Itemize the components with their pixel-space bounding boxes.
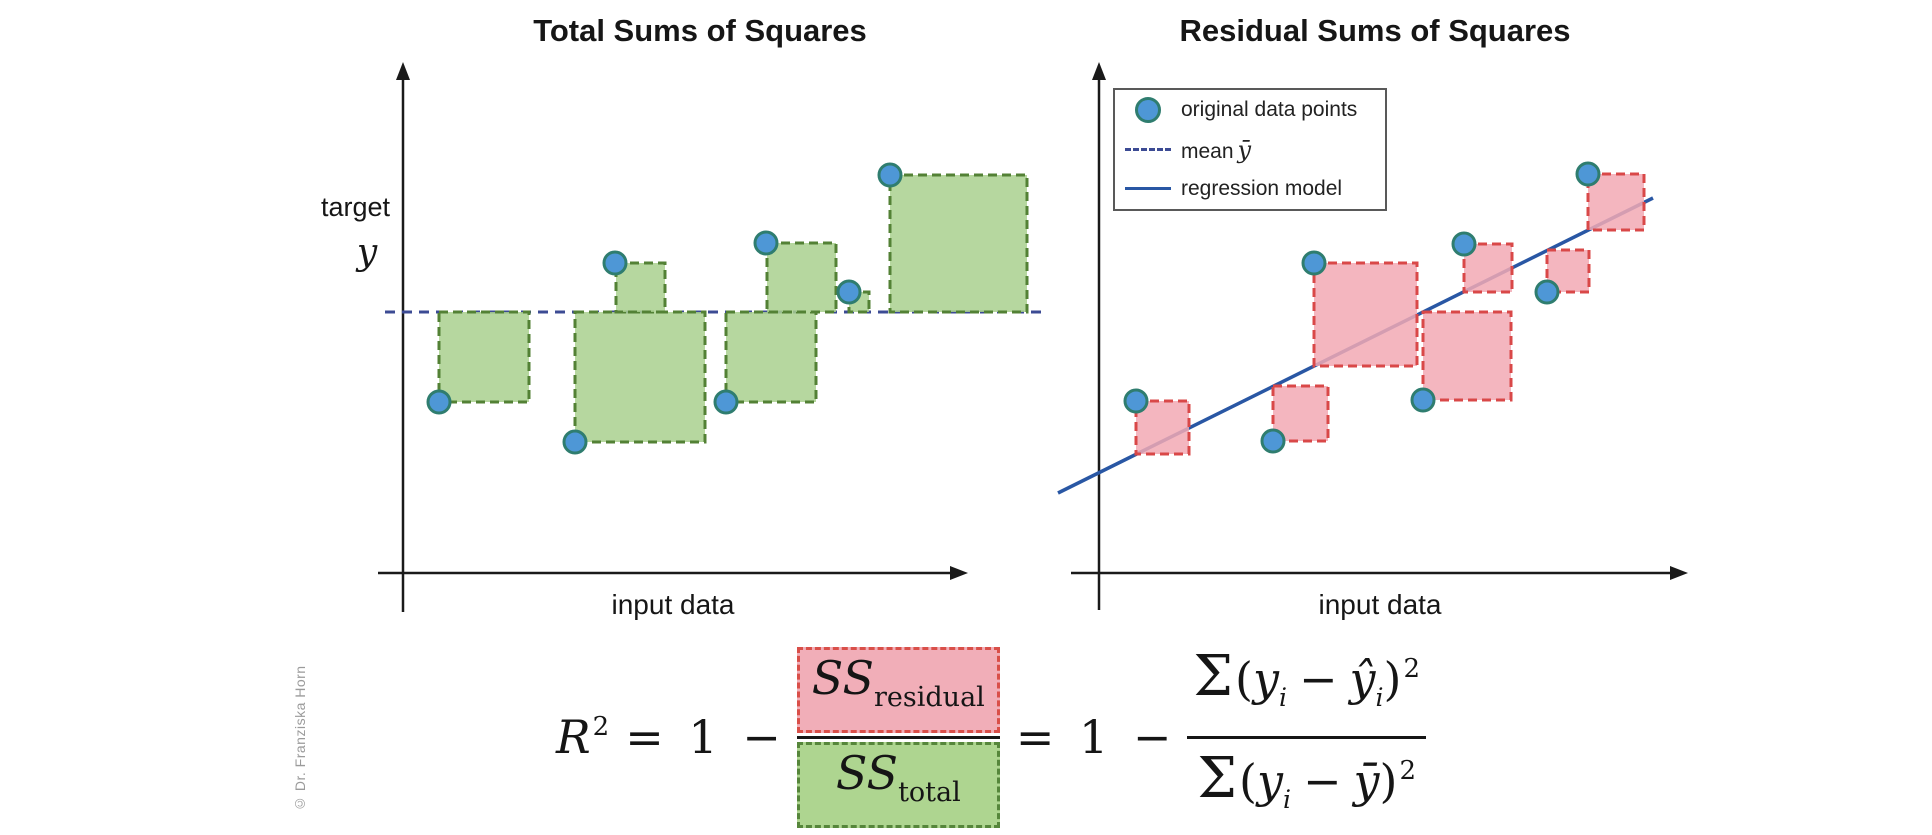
ss-fraction: SSresidual SStotal — [796, 646, 1000, 828]
legend-item-regression-model: regression model — [1115, 170, 1385, 208]
data-point — [1301, 250, 1327, 276]
legend-label: regression model — [1181, 176, 1343, 200]
sum-total-denominator: Σ(yi − ȳ)2 — [1197, 745, 1417, 814]
tss-square — [573, 310, 707, 444]
data-point — [1451, 231, 1477, 257]
equals-one-minus: = 1 − — [1015, 710, 1172, 764]
data-point — [1123, 388, 1149, 414]
rss-square — [1421, 310, 1513, 402]
legend-label: original data points — [1181, 98, 1358, 122]
tss-square — [765, 241, 838, 314]
sum-fraction: Σ(yi − ŷi)2 Σ(yi − ȳ)2 — [1187, 640, 1427, 835]
data-point — [1534, 279, 1560, 305]
left-ylabel-target: target — [320, 192, 390, 222]
tss-square — [724, 310, 818, 404]
data-point — [877, 162, 903, 188]
right-xlabel: input data — [1318, 589, 1442, 620]
legend: original data points mean ȳ regression mo… — [1113, 88, 1387, 211]
left-xlabel: input data — [611, 589, 735, 620]
copyright-watermark: © Dr. Franziska Horn — [292, 665, 308, 812]
tss-square — [888, 173, 1029, 314]
fraction-bar — [796, 735, 1000, 739]
rss-square — [1312, 261, 1419, 368]
y-bar-symbol: ȳ — [1237, 135, 1252, 164]
fraction-bar — [1187, 735, 1427, 739]
data-point-marker-icon — [1135, 97, 1161, 124]
ss-total-box: SStotal — [796, 741, 1000, 828]
legend-item-original-data-points: original data points — [1115, 91, 1385, 129]
legend-label: mean ȳ — [1181, 135, 1252, 164]
data-point — [836, 279, 862, 305]
legend-item-mean: mean ȳ — [1115, 131, 1385, 169]
equals-one-minus: = 1 − — [625, 710, 781, 764]
data-point — [753, 230, 779, 256]
rss-square — [1586, 172, 1646, 232]
x-axis-arrowhead — [950, 566, 968, 580]
regression-line-marker-icon — [1125, 187, 1171, 191]
y-axis-arrowhead — [1092, 62, 1106, 80]
data-point — [713, 389, 739, 415]
data-point — [1260, 428, 1286, 454]
ss-residual-box: SSresidual — [796, 646, 1000, 733]
left-ylabel-y-symbol: y — [356, 232, 378, 273]
y-axis-arrowhead — [396, 62, 410, 80]
data-point — [602, 250, 628, 276]
rss-square — [1271, 384, 1330, 443]
data-point — [1410, 387, 1436, 413]
sum-residuals-numerator: Σ(yi − ŷi)2 — [1193, 643, 1421, 712]
right-plot-title: Residual Sums of Squares — [1179, 13, 1571, 48]
r-squared-formula: R2 = 1 − SSresidual SStotal = 1 − Σ(yi − ŷ… — [556, 646, 1427, 828]
data-point — [426, 389, 452, 415]
x-axis-arrowhead — [1670, 566, 1688, 580]
data-point — [562, 429, 588, 455]
formula-lhs: R2 — [556, 710, 610, 764]
left-plot-title: Total Sums of Squares — [533, 13, 867, 48]
mean-line-marker-icon — [1125, 148, 1171, 151]
data-point — [1575, 161, 1601, 187]
tss-square — [437, 310, 531, 404]
